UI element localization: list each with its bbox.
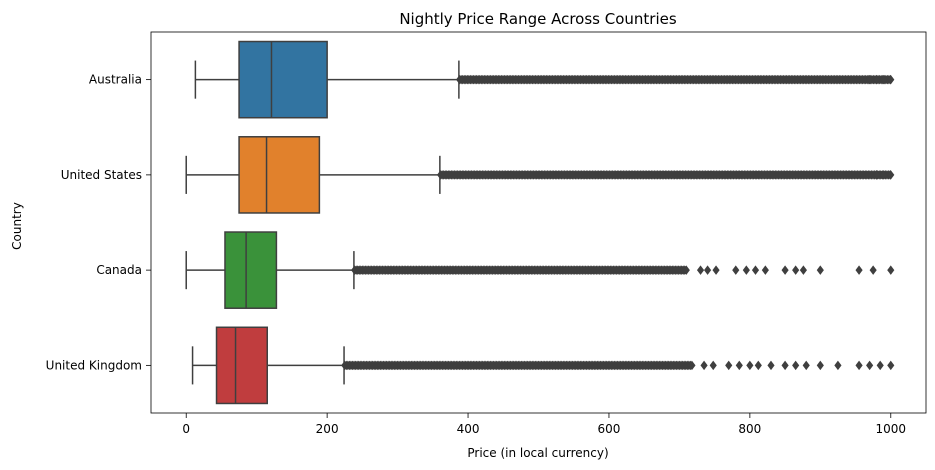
outlier-point: [742, 265, 750, 275]
outlier-point: [696, 265, 705, 275]
iqr-box: [238, 136, 321, 214]
outlier-point: [799, 265, 807, 275]
box-group: [185, 136, 895, 214]
outlier-point: [732, 265, 740, 275]
box-group: [191, 326, 895, 405]
outlier-point: [855, 265, 863, 275]
plot-frame: [150, 31, 927, 414]
outliers: [341, 360, 895, 371]
outlier-point: [869, 265, 877, 275]
outliers: [351, 265, 895, 275]
y-axis-label: Country: [10, 202, 24, 250]
outlier-point: [855, 360, 863, 371]
outlier-point: [700, 360, 708, 371]
iqr-box: [238, 40, 328, 119]
x-tick-label: 800: [738, 422, 761, 436]
outlier-point: [761, 265, 769, 275]
outlier-point: [866, 360, 874, 371]
outlier-point: [816, 265, 824, 275]
outlier-point: [751, 265, 760, 275]
y-tick-label: United Kingdom: [46, 358, 142, 372]
outlier-point: [887, 170, 895, 180]
x-axis-label: Price (in local currency): [467, 446, 608, 460]
outlier-point: [880, 170, 888, 180]
outlier-point: [754, 360, 762, 371]
outlier-point: [834, 360, 842, 371]
outlier-point: [735, 360, 743, 371]
y-tick-label: Canada: [96, 263, 142, 277]
box-group: [194, 40, 895, 119]
outlier-point: [781, 360, 789, 371]
outlier-point: [802, 360, 810, 371]
outlier-point: [866, 74, 874, 85]
plot-area: [185, 40, 895, 405]
outlier-point: [816, 360, 824, 371]
x-tick-label: 600: [598, 422, 621, 436]
x-tick-label: 1000: [875, 422, 906, 436]
y-axis: Australia United States Canada United Kingd…: [46, 73, 151, 372]
y-tick-label: Australia: [89, 73, 142, 87]
y-tick-label: United States: [61, 168, 142, 182]
outlier-point: [767, 360, 775, 371]
outlier-point: [682, 265, 690, 275]
iqr-box: [224, 231, 278, 309]
outlier-point: [876, 360, 884, 371]
outlier-point: [887, 360, 895, 371]
outlier-point: [781, 265, 789, 275]
outlier-point: [873, 74, 881, 85]
outlier-point: [792, 360, 800, 371]
iqr-box: [215, 326, 268, 405]
outlier-point: [725, 360, 733, 371]
x-axis: 0 200 400 600 800 1000: [182, 413, 906, 436]
x-tick-label: 0: [182, 422, 190, 436]
outlier-point: [887, 74, 895, 85]
outlier-point: [887, 265, 895, 275]
outliers: [436, 170, 895, 180]
chart-title: Nightly Price Range Across Countries: [399, 10, 677, 28]
box-group: [185, 231, 895, 309]
outlier-point: [704, 265, 712, 275]
x-tick-label: 200: [316, 422, 339, 436]
outlier-point: [873, 170, 881, 180]
outliers: [456, 74, 895, 85]
outlier-point: [712, 265, 720, 275]
x-tick-label: 400: [457, 422, 480, 436]
outlier-point: [709, 360, 717, 371]
outlier-point: [880, 74, 888, 85]
outlier-point: [688, 360, 696, 371]
outlier-point: [792, 265, 800, 275]
outlier-point: [746, 360, 754, 371]
